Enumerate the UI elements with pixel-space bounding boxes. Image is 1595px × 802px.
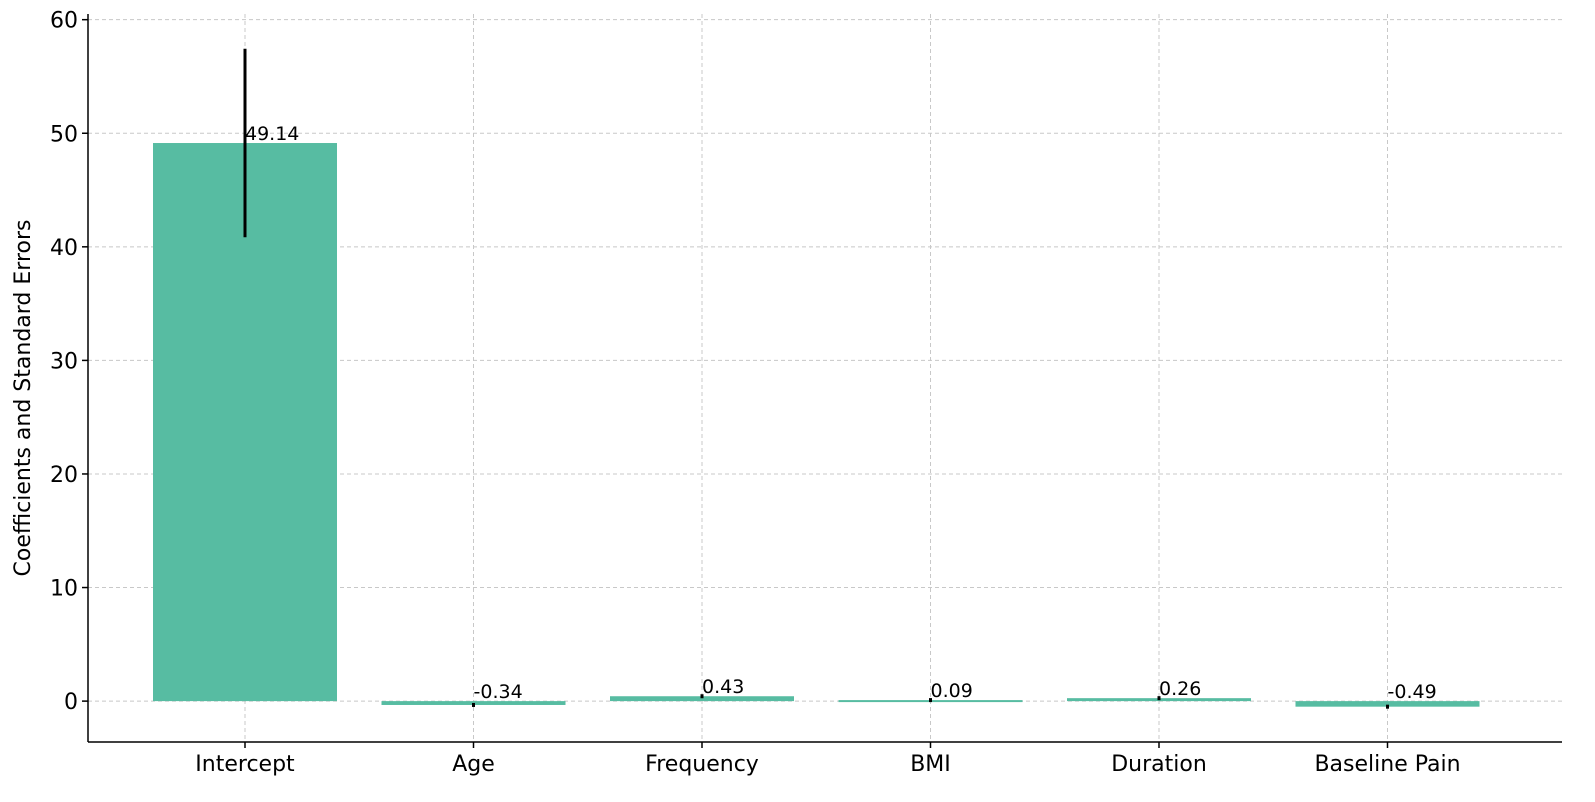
y-tick-label: 20 xyxy=(50,463,78,488)
y-axis-title: Coefficients and Standard Errors xyxy=(11,220,36,577)
data-label: -0.49 xyxy=(1388,681,1437,703)
x-tick-label: Baseline Pain xyxy=(1314,752,1460,777)
data-label: 0.26 xyxy=(1159,678,1201,700)
error-bars xyxy=(243,48,1389,709)
y-tick-label: 0 xyxy=(64,690,78,715)
x-tick-label: Frequency xyxy=(645,752,759,777)
axes xyxy=(87,14,1562,743)
y-tick-label: 60 xyxy=(50,9,78,34)
y-tick-label: 40 xyxy=(50,236,78,261)
data-labels: 49.14 -0.34 0.43 0.09 0.26 -0.49 xyxy=(245,123,1437,703)
y-ticks: 0 10 20 30 40 50 60 xyxy=(50,9,88,715)
bar xyxy=(1295,701,1480,707)
y-tick-label: 30 xyxy=(50,349,78,374)
data-label: 49.14 xyxy=(245,123,299,145)
bar xyxy=(610,696,794,702)
y-tick-label: 50 xyxy=(50,122,78,147)
y-tick-label: 10 xyxy=(50,577,78,602)
data-label: -0.34 xyxy=(474,681,523,703)
x-tick-label: Intercept xyxy=(195,752,295,777)
data-label: 0.09 xyxy=(931,680,973,702)
x-tick-label: BMI xyxy=(910,752,951,777)
x-tick-label: Duration xyxy=(1111,752,1207,777)
x-ticks: Intercept Age Frequency BMI Duration Baseline… xyxy=(195,742,1461,777)
bars xyxy=(153,143,1480,707)
data-label: 0.43 xyxy=(702,676,744,698)
x-tick-label: Age xyxy=(452,752,495,777)
